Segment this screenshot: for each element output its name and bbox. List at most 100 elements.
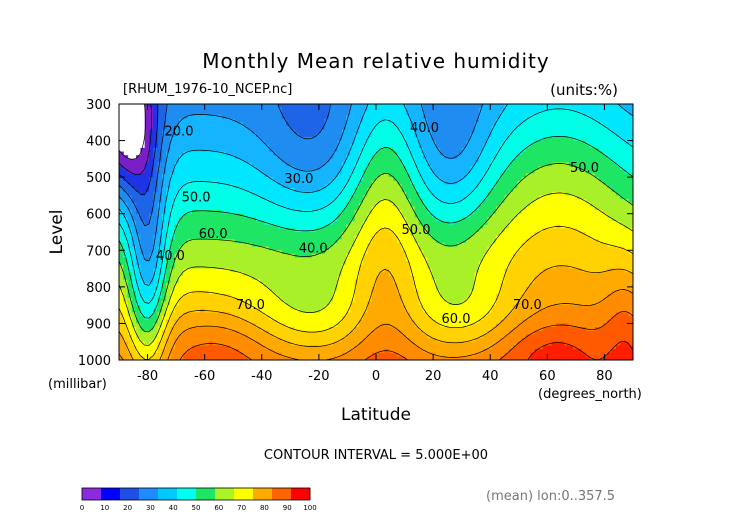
- contour-fill-cell: [144, 166, 154, 171]
- contour-fill-cell: [418, 166, 433, 171]
- contour-fill-cell: [127, 268, 137, 273]
- contour-fill-cell: [333, 356, 369, 360]
- contour-fill-cell: [418, 294, 441, 299]
- contour-fill-cell: [577, 166, 621, 171]
- contour-fill-cell: [161, 308, 167, 314]
- contour-fill-cell: [127, 308, 133, 314]
- contour-fill-cell: [423, 114, 480, 120]
- contour-fill-cell: [157, 319, 163, 325]
- contour-fill-cell: [127, 341, 133, 346]
- contour-fill-cell: [161, 301, 171, 306]
- contour-fill-cell: [127, 290, 137, 295]
- contour-fill-cell: [401, 129, 416, 134]
- contour-fill-cell: [495, 155, 518, 160]
- contour-fill-cell: [388, 118, 411, 123]
- y-tick-label: 700: [86, 244, 111, 259]
- contour-fill-cell: [140, 191, 146, 197]
- contour-fill-cell: [444, 242, 458, 248]
- contour-fill-cell: [487, 169, 506, 175]
- contour-line: [119, 104, 483, 262]
- contour-fill-cell: [157, 349, 163, 354]
- contour-fill-cell: [350, 111, 364, 116]
- contour-fill-cell: [256, 133, 300, 138]
- contour-fill-cell: [136, 250, 142, 255]
- contour-fill-cell: [628, 199, 633, 204]
- contour-fill-cell: [131, 341, 146, 346]
- contour-fill-cell: [131, 195, 154, 200]
- contour-fill-cell: [427, 125, 476, 131]
- contour-fill-cell: [410, 114, 424, 120]
- colorbar-frame: [81, 487, 311, 501]
- contour-fill-cell: [350, 305, 369, 310]
- contour-fill-cell: [474, 162, 493, 167]
- contour-fill-cell: [264, 140, 339, 145]
- contour-fill-cell: [144, 129, 150, 134]
- contour-fill-cell: [495, 323, 518, 328]
- contour-fill-cell: [367, 188, 403, 193]
- contour-fill-cell: [380, 199, 390, 204]
- contour-fill-cell: [504, 107, 553, 112]
- contour-fill-cell: [166, 261, 176, 266]
- contour-fill-cell: [478, 180, 497, 186]
- contour-fill-cell: [341, 232, 360, 237]
- contour-fill-cell: [504, 275, 536, 281]
- colorbar-tick-label: 90: [283, 504, 292, 512]
- contour-fill-cell: [153, 114, 159, 120]
- contour-fill-cell: [397, 125, 416, 131]
- contour-fill-cell: [153, 158, 163, 164]
- contour-fill-cell: [483, 349, 510, 354]
- contour-fill-cell: [620, 221, 633, 226]
- contour-fill-cell: [119, 308, 129, 314]
- contour-fill-cell: [273, 177, 334, 182]
- contour-fill-cell: [371, 235, 399, 240]
- contour-fill-cell: [157, 345, 167, 350]
- contour-fill-cell: [131, 323, 142, 328]
- contour-fill-cell: [161, 283, 167, 288]
- contour-fill-cell: [367, 308, 407, 314]
- contour-fill-cell: [178, 191, 253, 197]
- contour-fill-cell: [208, 290, 274, 295]
- contour-fill-cell: [178, 217, 257, 222]
- contour-fill-cell: [384, 268, 390, 273]
- contour-fill-cell: [144, 107, 154, 112]
- contour-fill-cell: [260, 279, 339, 284]
- contour-fill-cell: [183, 356, 249, 360]
- contour-fill-cell: [508, 261, 633, 266]
- contour-fill-cell: [423, 330, 488, 335]
- contour-plot: 20.0 30.0 40.0 40.0 40.0 50.0 50.0 50.0 60.0 60.0…: [118, 103, 634, 361]
- contour-fill-cell: [166, 338, 176, 343]
- contour-fill-cell: [354, 191, 369, 197]
- contour-fill-cell: [131, 279, 137, 284]
- contour-fill-cell: [568, 264, 633, 270]
- contour-fill-cell: [127, 349, 137, 354]
- contour-fill-cell: [161, 232, 167, 237]
- colorbar-tick-label: 60: [214, 504, 223, 512]
- contour-fill-cell: [388, 323, 416, 328]
- contour-fill-cell: [187, 114, 223, 120]
- contour-fill-cell: [525, 239, 600, 244]
- contour-fill-cell: [127, 239, 133, 244]
- contour-fill-cell: [611, 158, 633, 164]
- contour-fill-cell: [508, 133, 617, 138]
- contour-fill-cell: [140, 275, 154, 281]
- contour-fill-cell: [401, 158, 416, 164]
- contour-fill-cell: [127, 180, 150, 186]
- contour-fill-cell: [358, 184, 373, 189]
- contour-fill-cell: [440, 147, 463, 153]
- contour-fill-cell: [178, 188, 244, 193]
- contour-fill-cell: [136, 246, 142, 251]
- contour-fill-cell: [341, 316, 364, 321]
- contour-fill-cell: [483, 253, 514, 259]
- contour-fill-cell: [170, 242, 184, 248]
- contour-fill-cell: [470, 133, 493, 138]
- contour-fill-cell: [161, 184, 171, 189]
- contour-fill-cell: [119, 290, 124, 295]
- contour-fill-cell: [268, 199, 334, 204]
- contour-fill-cell: [534, 169, 587, 175]
- contour-fill-cell: [161, 349, 171, 354]
- contour-fill-cell: [324, 305, 351, 310]
- contour-fill-cell: [401, 294, 420, 299]
- x-axis: -80 -60 -40 -20 0 20 40 60 80: [137, 104, 613, 384]
- contour-fill-cell: [598, 177, 633, 182]
- contour-fill-cell: [174, 257, 347, 262]
